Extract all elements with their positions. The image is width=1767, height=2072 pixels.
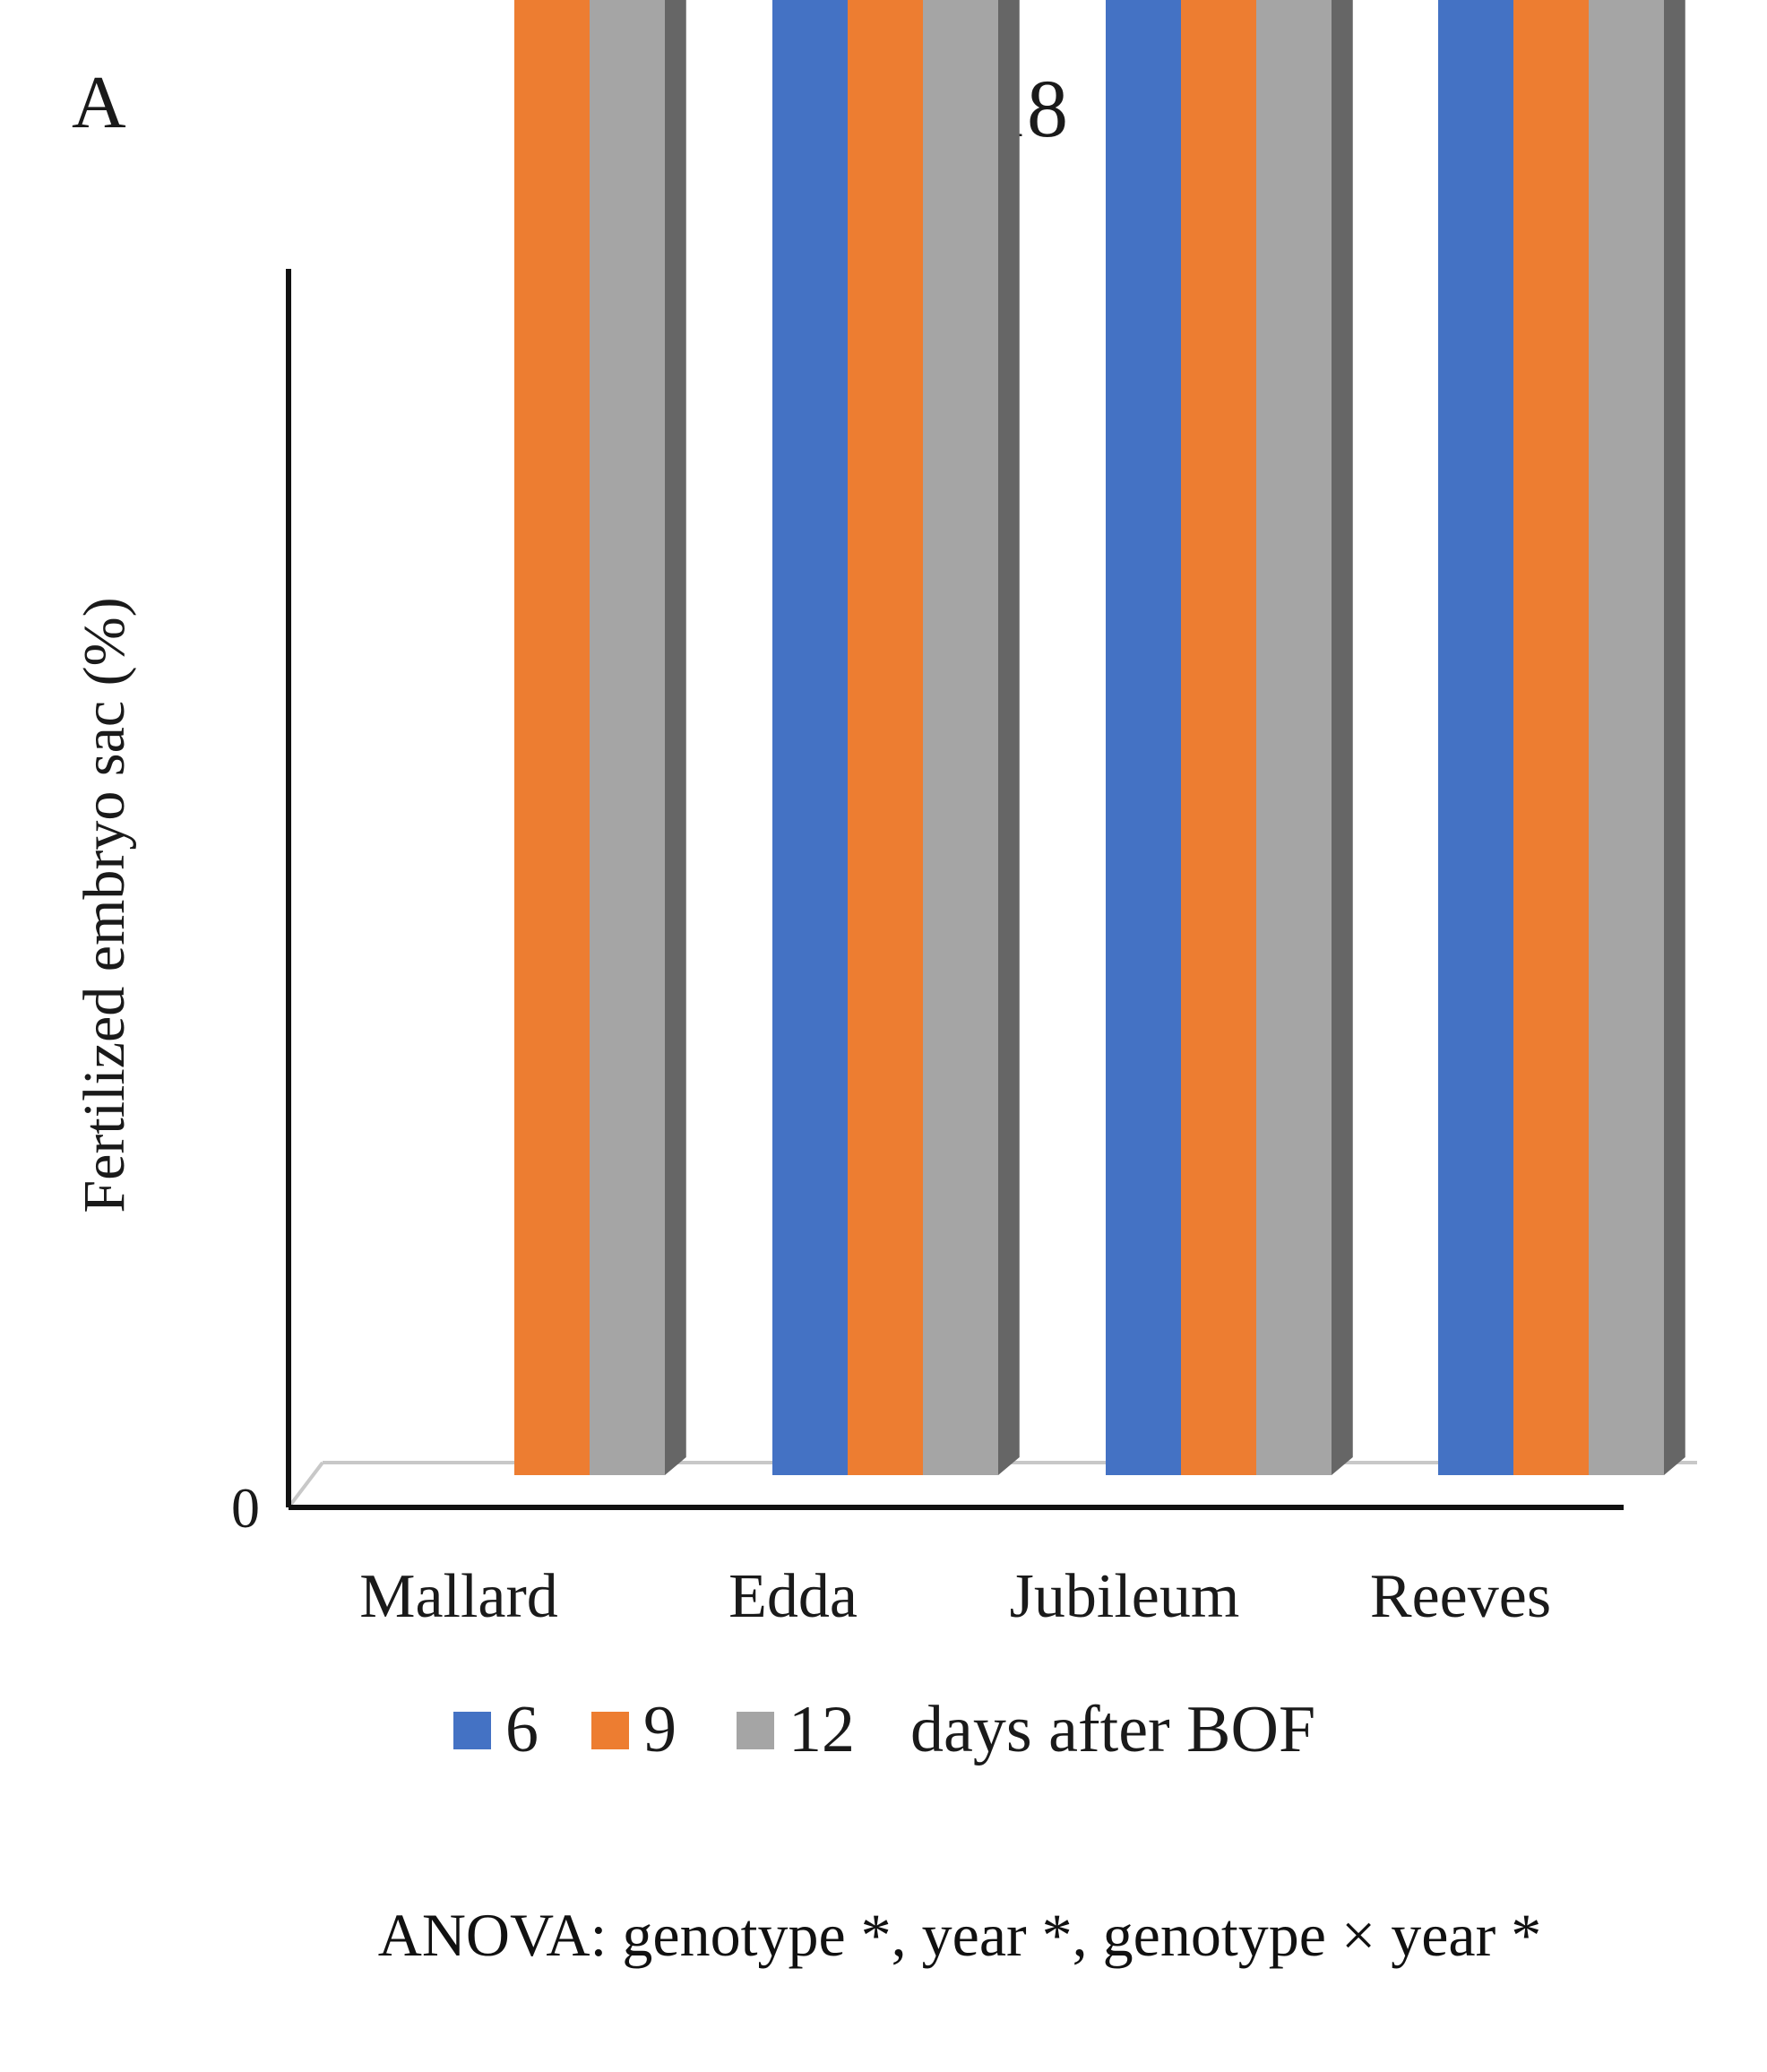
bar-side — [1332, 0, 1353, 1475]
x-tick-label: Reeves — [1370, 1562, 1551, 1631]
x-tick-label: Jubileum — [1010, 1562, 1240, 1631]
gridline-connector — [287, 1461, 324, 1509]
legend: 6 9 12 days after BOF — [453, 1693, 1315, 1766]
y-tick-label: 0 — [231, 1476, 260, 1540]
x-axis-labels: Mallard Edda Jubileum Reeves — [359, 1562, 1551, 1631]
legend-label: 6 — [505, 1693, 539, 1766]
bar-front — [1438, 0, 1513, 1475]
bar-front — [1513, 0, 1589, 1475]
x-tick-label: Mallard — [359, 1562, 558, 1631]
bar-front — [1106, 0, 1181, 1475]
bar-front — [590, 0, 665, 1475]
legend-label: 9 — [643, 1693, 677, 1766]
bar-front — [848, 0, 923, 1475]
bars — [514, 0, 1685, 1476]
x-tick-label: Edda — [728, 1562, 858, 1631]
bar-front — [772, 0, 848, 1476]
bar-side — [665, 0, 686, 1475]
anova-footnote: ANOVA: genotype *, year *, genotype × ye… — [377, 1901, 1542, 1969]
legend-label: 12 — [789, 1693, 855, 1766]
y-axis-label: Fertilized embryo sac (%) — [72, 597, 137, 1213]
bar-front — [1256, 0, 1332, 1475]
bar-front — [1181, 0, 1256, 1475]
bar-side — [998, 0, 1020, 1475]
legend-suffix: days after BOF — [910, 1693, 1315, 1766]
bar-side — [1664, 0, 1685, 1475]
bar-mallard-12 — [590, 0, 686, 1475]
legend-swatch-12 — [737, 1712, 774, 1749]
bar-front — [514, 0, 590, 1475]
bar-reeves-12 — [1589, 0, 1685, 1475]
panel-label: A — [72, 61, 126, 144]
bar-jubileum-12 — [1256, 0, 1353, 1475]
bar-front — [1589, 0, 1664, 1475]
bar-edda-12 — [923, 0, 1020, 1475]
bar-front — [923, 0, 998, 1475]
legend-swatch-9 — [591, 1712, 629, 1749]
legend-swatch-6 — [453, 1712, 491, 1749]
y-axis-ticks: 010203040506070 — [231, 1476, 260, 1540]
